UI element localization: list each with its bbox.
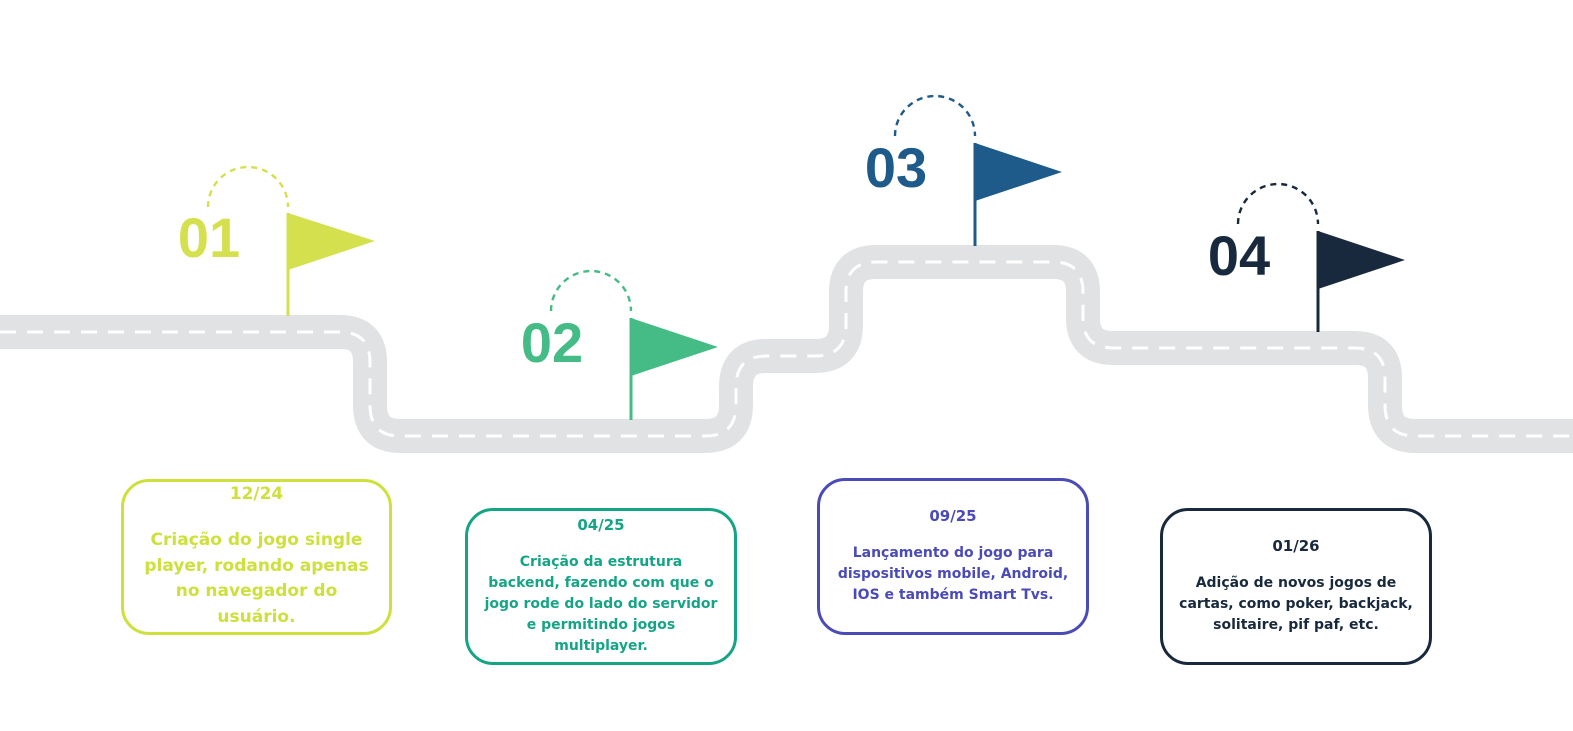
milestone-date: 09/25 xyxy=(929,507,977,525)
milestone-description: Adição de novos jogos de cartas, como po… xyxy=(1179,575,1413,633)
milestone-date: 12/24 xyxy=(229,484,284,504)
milestone-card-02: 04/25 Criação da estrutura backend, faze… xyxy=(465,508,737,665)
milestone-number: 03 xyxy=(865,136,927,199)
milestone-number: 01 xyxy=(178,206,240,269)
flag-icon xyxy=(288,213,375,270)
dashed-arc xyxy=(549,269,633,312)
milestone-date: 01/26 xyxy=(1272,537,1320,555)
milestone-flag-02: 02 xyxy=(521,269,718,420)
milestone-number: 04 xyxy=(1208,224,1270,287)
dashed-arc xyxy=(893,94,977,137)
milestone-description: Criação da estrutura backend, fazendo co… xyxy=(484,554,718,654)
milestone-card-04: 01/26 Adição de novos jogos de cartas, c… xyxy=(1160,508,1432,665)
milestone-flag-03: 03 xyxy=(865,94,1062,246)
milestone-card-03: 09/25 Lançamento do jogo para dispositiv… xyxy=(817,478,1089,635)
flag-icon xyxy=(1318,231,1405,289)
milestone-date: 04/25 xyxy=(577,516,625,534)
milestone-description: Criação do jogo single player, rodando a… xyxy=(144,530,369,627)
milestone-description: Lançamento do jogo para dispositivos mob… xyxy=(837,545,1069,603)
flag-icon xyxy=(975,143,1062,201)
road-center-dashes xyxy=(0,260,1573,438)
milestone-flag-04: 04 xyxy=(1208,182,1405,332)
milestone-flag-01: 01 xyxy=(178,165,375,316)
milestone-card-01: 12/24 Criação do jogo single player, rod… xyxy=(121,479,392,635)
dashed-arc xyxy=(206,165,290,208)
flag-icon xyxy=(631,318,718,376)
milestone-number: 02 xyxy=(521,311,583,374)
dashed-arc xyxy=(1236,182,1320,225)
